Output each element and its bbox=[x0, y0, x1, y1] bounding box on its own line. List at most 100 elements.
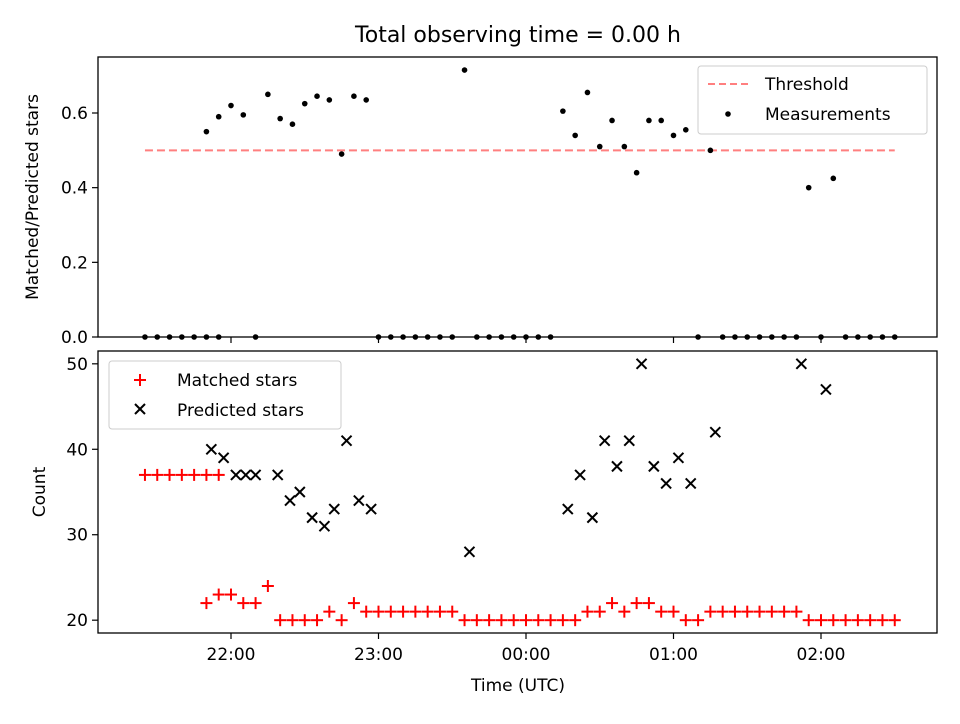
predicted-star-point-b bbox=[217, 452, 230, 464]
measurement-point bbox=[572, 132, 578, 139]
measurement-point bbox=[203, 128, 210, 135]
predicted-star-point-b bbox=[795, 358, 808, 370]
measurement-point bbox=[461, 67, 468, 73]
matched-star-point bbox=[765, 605, 778, 618]
measurement-point bbox=[363, 97, 370, 103]
predicted-star-point-b bbox=[230, 469, 242, 481]
matched-star-point bbox=[704, 605, 717, 618]
matched-star-point bbox=[261, 580, 274, 592]
measurement-point bbox=[621, 143, 628, 150]
matched-star-point bbox=[483, 614, 496, 627]
x-tick-label: 23:00 bbox=[354, 645, 403, 665]
matched-star-point bbox=[876, 614, 889, 627]
matched-star-point bbox=[225, 588, 237, 601]
matched-star-point bbox=[372, 605, 385, 618]
predicted-star-point bbox=[648, 460, 660, 473]
matched-star-point bbox=[851, 614, 864, 627]
matched-star-point bbox=[839, 614, 852, 627]
matched-star-point bbox=[741, 605, 754, 618]
predicted-star-point bbox=[635, 358, 648, 370]
matched-star-point bbox=[753, 605, 766, 618]
matched-star-point bbox=[630, 597, 643, 610]
matched-star-point bbox=[188, 468, 201, 481]
predicted-star-point-b bbox=[353, 494, 365, 507]
legend-matched-swatch bbox=[134, 374, 146, 386]
matched-star-point bbox=[618, 605, 631, 618]
matched-star-point bbox=[347, 597, 360, 610]
matched-star-point bbox=[421, 605, 434, 618]
bottom-y-tick-label: 50 bbox=[66, 355, 88, 375]
matched-star-point bbox=[237, 597, 250, 610]
measurement-point bbox=[707, 147, 714, 154]
predicted-star-point bbox=[272, 469, 284, 481]
chart-title: Total observing time = 0.00 h bbox=[354, 23, 681, 48]
matched-star-point bbox=[544, 614, 557, 627]
measurement-point bbox=[338, 151, 345, 157]
x-axis-label: Time (UTC) bbox=[470, 676, 565, 696]
predicted-star-point-b bbox=[328, 503, 340, 515]
matched-star-point bbox=[815, 614, 827, 627]
matched-star-point bbox=[212, 468, 225, 481]
matched-star-point bbox=[138, 468, 151, 481]
top-y-tick-label: 0.0 bbox=[61, 328, 88, 348]
predicted-star-point-b bbox=[240, 469, 252, 481]
matched-star-point bbox=[397, 605, 410, 618]
top-y-ticks: 0.0 0.2 0.4 0.6 bbox=[61, 104, 98, 348]
measurement-point bbox=[351, 93, 357, 99]
matched-star-point bbox=[606, 597, 619, 610]
matched-star-point bbox=[569, 614, 582, 627]
bottom-y-tick-label: 20 bbox=[66, 611, 88, 631]
matched-star-point bbox=[778, 605, 791, 618]
predicted-star-point-b bbox=[623, 435, 635, 447]
predicted-star-point-b bbox=[611, 460, 623, 473]
predicted-star-point bbox=[205, 443, 218, 455]
matched-star-point bbox=[692, 614, 705, 627]
measurement-point bbox=[301, 100, 308, 107]
matched-star-point bbox=[655, 605, 668, 618]
matched-star-point bbox=[212, 588, 225, 601]
top-y-tick-label: 0.2 bbox=[61, 253, 88, 273]
legend-predicted-label: Predicted stars bbox=[177, 401, 304, 421]
predicted-star-point-b bbox=[598, 435, 611, 447]
predicted-star-point bbox=[685, 477, 697, 490]
predicted-star-point-b bbox=[648, 460, 660, 473]
measurement-point bbox=[560, 108, 566, 114]
bottom-axes-frame bbox=[97, 350, 938, 634]
matched-star-point bbox=[323, 605, 336, 618]
predicted-star-point bbox=[611, 460, 623, 473]
top-panel: 0.0 0.2 0.4 0.6 Matched/Predicted stars Thr… bbox=[23, 56, 938, 348]
predicted-star-point bbox=[795, 358, 808, 370]
predicted-star-point bbox=[709, 426, 721, 438]
measurement-point bbox=[633, 169, 640, 176]
predicted-star-point bbox=[353, 494, 365, 507]
predicted-star-point bbox=[306, 511, 318, 524]
predicted-star-point bbox=[562, 503, 574, 515]
matched-star-point bbox=[311, 614, 324, 627]
measurement-point bbox=[215, 113, 222, 120]
predicted-star-point bbox=[240, 469, 252, 481]
matched-star-point bbox=[433, 605, 446, 618]
matched-star-point bbox=[642, 597, 655, 610]
predicted-star-point-b bbox=[709, 426, 721, 438]
top-axes-frame bbox=[97, 56, 938, 338]
matched-star-point bbox=[175, 468, 188, 481]
matched-star-point bbox=[581, 605, 594, 618]
measurement-point bbox=[596, 143, 603, 150]
top-legend-box bbox=[697, 65, 928, 135]
predicted-star-point bbox=[623, 435, 635, 447]
predicted-star-point bbox=[230, 469, 242, 481]
x-tick-label: 22:00 bbox=[207, 645, 256, 665]
matched-star-point bbox=[790, 605, 803, 618]
top-legend: Threshold Measurements bbox=[697, 65, 928, 135]
top-x-ticks bbox=[230, 337, 822, 343]
predicted-star-point-b bbox=[249, 469, 262, 481]
measurement-point bbox=[289, 121, 296, 127]
matched-star-point bbox=[827, 614, 840, 627]
predicted-star-point bbox=[328, 503, 340, 515]
predicted-star-point-b bbox=[635, 358, 648, 370]
matched-star-point bbox=[864, 614, 877, 627]
measurement-point bbox=[830, 175, 837, 182]
matched-star-point bbox=[458, 614, 471, 627]
matched-star-point bbox=[384, 605, 397, 618]
